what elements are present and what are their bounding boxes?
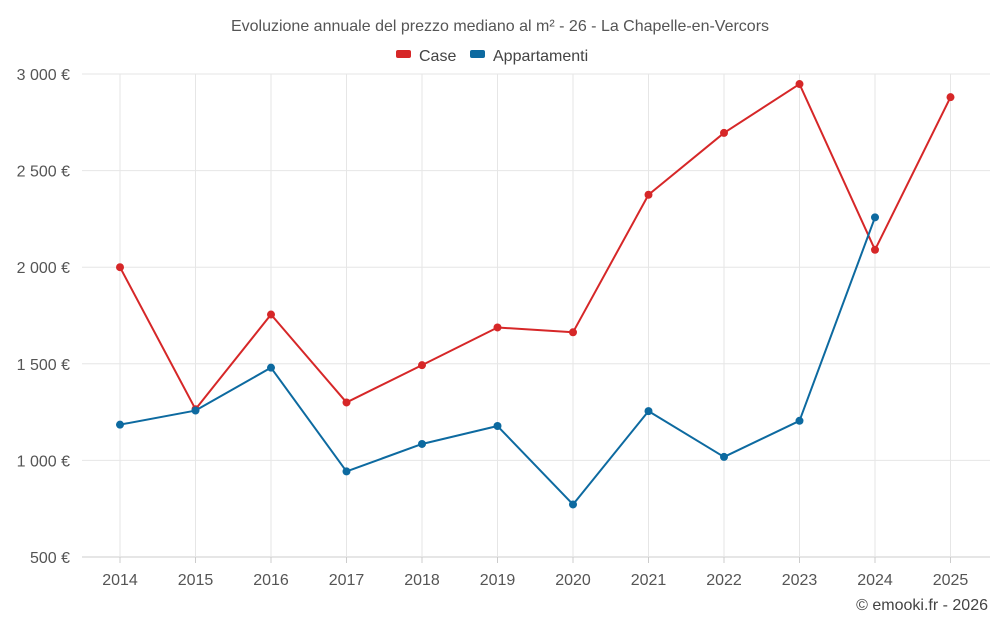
x-tick-label: 2024: [857, 572, 893, 589]
x-axis-ticks: 2014 2015 2016 2017 2018 2019 2020 2021 2022 2023…: [102, 572, 968, 589]
data-point-case[interactable]: [342, 398, 351, 407]
data-point-appartamenti[interactable]: [191, 406, 200, 415]
y-tick-label: 3 000 €: [17, 67, 70, 84]
y-tick-label: 1 000 €: [17, 453, 70, 470]
y-tick-label: 1 500 €: [17, 357, 70, 374]
legend: Case Appartamenti: [396, 48, 588, 65]
x-tick-label: 2016: [253, 572, 289, 589]
grid: [82, 73, 990, 563]
data-point-appartamenti[interactable]: [342, 467, 351, 476]
legend-swatch-appartamenti[interactable]: [470, 50, 485, 58]
series-line-case: [119, 83, 952, 411]
x-tick-label: 2020: [555, 572, 591, 589]
data-point-case[interactable]: [720, 128, 728, 137]
x-tick-label: 2023: [782, 572, 818, 589]
x-tick-label: 2025: [933, 572, 969, 589]
chart-title: Evoluzione annuale del prezzo mediano al…: [231, 18, 769, 35]
data-point-appartamenti[interactable]: [493, 422, 502, 431]
legend-label-appartamenti[interactable]: Appartamenti: [493, 48, 588, 65]
series: [116, 80, 955, 509]
x-tick-label: 2017: [329, 572, 365, 589]
data-point-appartamenti[interactable]: [795, 416, 804, 425]
data-point-case[interactable]: [871, 245, 879, 254]
copyright-footer: © emooki.fr - 2026: [856, 597, 988, 614]
data-point-appartamenti[interactable]: [871, 213, 879, 222]
data-point-case[interactable]: [418, 361, 426, 370]
y-tick-label: 2 500 €: [17, 164, 70, 181]
legend-swatch-case[interactable]: [396, 50, 411, 58]
data-point-appartamenti[interactable]: [720, 452, 728, 461]
x-tick-label: 2022: [706, 572, 742, 589]
data-point-appartamenti[interactable]: [569, 500, 577, 509]
data-point-case[interactable]: [493, 323, 502, 332]
x-tick-label: 2018: [404, 572, 440, 589]
legend-label-case[interactable]: Case: [419, 48, 456, 65]
data-point-case[interactable]: [795, 80, 804, 89]
data-point-case[interactable]: [569, 328, 577, 337]
y-tick-label: 500 €: [30, 550, 70, 567]
y-tick-label: 2 000 €: [17, 260, 70, 277]
data-point-appartamenti[interactable]: [644, 407, 653, 416]
data-point-case[interactable]: [267, 310, 275, 319]
data-point-appartamenti[interactable]: [418, 439, 426, 448]
data-point-case[interactable]: [644, 190, 653, 199]
data-point-appartamenti[interactable]: [267, 363, 275, 372]
data-point-case[interactable]: [116, 263, 124, 272]
x-tick-label: 2021: [631, 572, 667, 589]
data-point-appartamenti[interactable]: [116, 420, 124, 429]
y-axis-ticks: 500 € 1 000 € 1 500 € 2 000 € 2 500 € 3 000 €: [17, 67, 70, 567]
data-point-case[interactable]: [946, 93, 955, 102]
x-tick-label: 2019: [480, 572, 516, 589]
x-tick-label: 2015: [178, 572, 214, 589]
x-tick-label: 2014: [102, 572, 138, 589]
